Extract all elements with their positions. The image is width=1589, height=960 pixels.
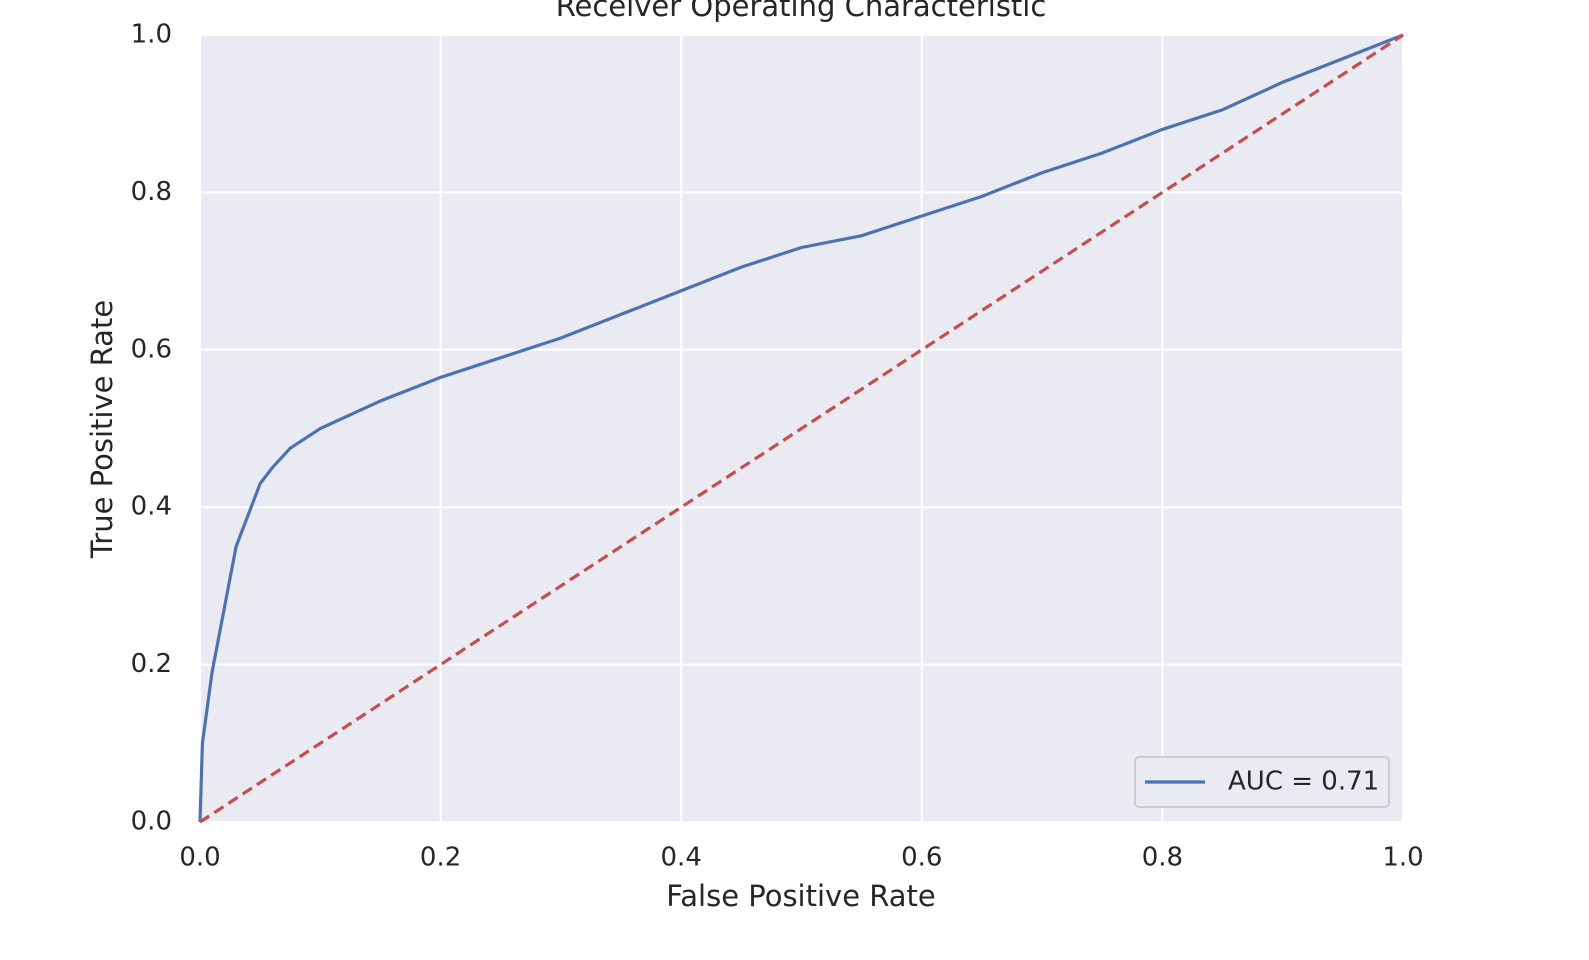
chart-title: Receiver Operating Characteristic — [556, 0, 1047, 23]
reference-line — [199, 33, 1404, 824]
x-tick-label: 0.6 — [901, 843, 942, 873]
legend-box — [1134, 756, 1390, 808]
x-tick-label: 0.0 — [179, 843, 220, 873]
y-tick-label: 0.2 — [131, 649, 172, 679]
roc-line — [198, 33, 1404, 823]
x-tick-label: 0.8 — [1142, 843, 1183, 873]
y-tick-label: 0.0 — [131, 807, 172, 837]
y-axis-label: True Positive Rate — [85, 300, 119, 559]
x-tick-label: 0.4 — [661, 843, 702, 873]
x-axis-label: False Positive Rate — [666, 879, 936, 913]
x-tick-label: 0.2 — [420, 843, 461, 873]
x-tick-label: 1.0 — [1382, 843, 1423, 873]
y-tick-label: 0.4 — [131, 492, 172, 522]
y-tick-label: 0.8 — [131, 177, 172, 207]
y-tick-label: 0.6 — [131, 334, 172, 364]
legend-label: AUC = 0.71 — [1228, 767, 1379, 797]
y-tick-label: 1.0 — [131, 20, 172, 50]
